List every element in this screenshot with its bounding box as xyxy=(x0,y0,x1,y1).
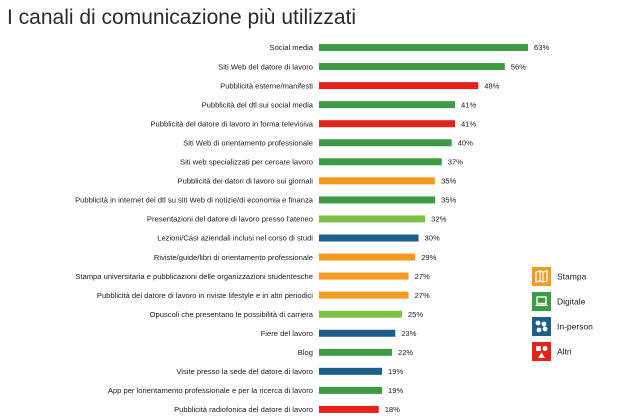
bar-value-label: 35% xyxy=(441,196,456,205)
legend-swatch xyxy=(532,267,551,286)
legend-swatch xyxy=(532,292,551,311)
bar-label: Siti web specializzati per cercare lavor… xyxy=(180,158,313,167)
map-icon xyxy=(535,270,548,283)
bar-label: Siti Web del datore di lavoro xyxy=(218,62,313,71)
bar-value-label: 41% xyxy=(461,100,476,109)
bar xyxy=(319,310,402,318)
legend-swatch xyxy=(532,342,551,361)
legend-item: Digitale xyxy=(532,292,586,311)
bar xyxy=(319,405,379,413)
bar-label: Pubblicità del datore di lavoro in rivis… xyxy=(97,291,313,300)
bar-label: Riviste/guide/libri di orientamento prof… xyxy=(154,253,313,262)
shapes-icon-circle xyxy=(542,346,548,351)
bar xyxy=(319,291,409,299)
bar-value-label: 32% xyxy=(431,215,446,224)
bar-value-label: 35% xyxy=(441,177,456,186)
bar-label: Stampa universitaria e pubblicazioni del… xyxy=(75,272,313,281)
laptop-icon-base xyxy=(535,304,548,306)
bar-value-label: 29% xyxy=(421,253,436,262)
bar-value-label: 41% xyxy=(461,119,476,128)
laptop-icon-screen xyxy=(536,296,547,305)
bar-value-label: 56% xyxy=(511,62,526,71)
bar-value-label: 40% xyxy=(458,138,473,147)
bar-label: Blog xyxy=(298,348,313,357)
bar xyxy=(319,196,436,204)
bar-label: Pubblicità dei datori di lavoro sui gior… xyxy=(178,177,314,186)
bar xyxy=(319,348,392,356)
bar xyxy=(319,367,383,375)
bar xyxy=(319,44,528,51)
bar xyxy=(319,386,383,394)
legend-item: Altri xyxy=(532,342,572,361)
bar-label: Visite presso la sede del datore di lavo… xyxy=(176,367,313,376)
bar xyxy=(319,120,456,128)
legend-label: In-person xyxy=(557,322,593,332)
map-icon-shape xyxy=(535,270,548,283)
bar-value-label: 63% xyxy=(534,43,549,52)
bar xyxy=(319,253,416,261)
bar xyxy=(319,215,426,223)
bar-value-label: 19% xyxy=(388,367,403,376)
bar-label: Pubblicità in internet dei dtl su siti W… xyxy=(75,196,314,205)
bar-label: App per lorientamento professionale e pe… xyxy=(108,386,313,395)
chart-title: I canali di comunicazione più utilizzati xyxy=(7,6,357,29)
bar xyxy=(319,101,456,109)
shapes-icon xyxy=(536,346,548,358)
bar-label: Social media xyxy=(270,43,314,52)
bar-value-label: 48% xyxy=(484,81,499,90)
legend-swatch xyxy=(532,317,551,336)
bar xyxy=(319,158,442,166)
bar-value-label: 30% xyxy=(425,234,440,243)
bar-value-label: 27% xyxy=(415,272,430,281)
bar-value-label: 37% xyxy=(448,158,463,167)
bar xyxy=(319,177,436,185)
laptop-icon xyxy=(535,296,548,306)
bar xyxy=(319,139,452,147)
people-icon xyxy=(535,320,548,333)
people-icon-dot xyxy=(541,321,547,327)
bar-value-label: 27% xyxy=(415,291,430,300)
bar xyxy=(319,272,409,280)
bar-label: Siti Web di orientamento professionale xyxy=(183,138,313,147)
legend-label: Digitale xyxy=(557,297,586,307)
bar xyxy=(319,82,479,90)
legend-label: Stampa xyxy=(557,272,587,282)
bar xyxy=(319,63,505,71)
shapes-icon-triangle xyxy=(538,352,545,358)
bar-value-label: 18% xyxy=(385,405,400,414)
bar-label: Pubblicità esterne/manifesti xyxy=(220,81,313,90)
shapes-icon-square xyxy=(536,346,541,351)
bar-label: Pubblicità del datore di lavoro in forma… xyxy=(150,119,313,128)
people-icon-dot xyxy=(535,320,541,326)
bar xyxy=(319,234,419,242)
bar-value-label: 19% xyxy=(388,386,403,395)
people-icon-dot xyxy=(536,327,542,333)
bar-label: Lezioni/Casi aziendali inclusi nel corso… xyxy=(157,234,313,243)
legend-item: In-person xyxy=(532,317,593,336)
bar-label: Pubblicità radiofonica del datore di lav… xyxy=(174,405,313,414)
people-icon-dot xyxy=(542,326,548,332)
bar-value-label: 22% xyxy=(398,348,413,357)
legend-item: Stampa xyxy=(532,267,587,286)
bar-value-label: 25% xyxy=(408,310,423,319)
bar xyxy=(319,329,396,337)
bar-label: Presentazioni del datore di lavoro press… xyxy=(147,215,313,224)
bar-value-label: 23% xyxy=(401,329,416,338)
bar-label: Fiere del lavoro xyxy=(261,329,313,338)
bar-label: Opuscoli che presentano le possibilità d… xyxy=(150,310,314,319)
legend-label: Altri xyxy=(557,347,572,357)
bar-label: Pubblicità del dtl sui social media xyxy=(202,100,314,109)
